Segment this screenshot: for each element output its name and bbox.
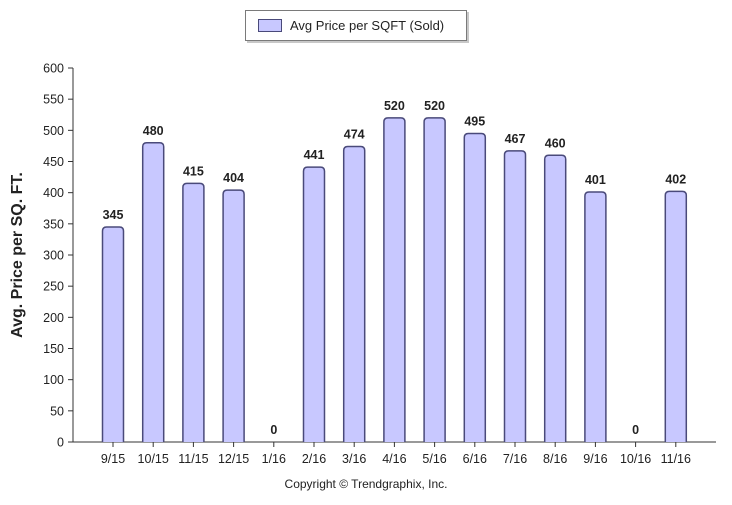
bar (664, 190, 688, 442)
x-tick-label: 10/16 (620, 452, 651, 466)
y-tick-label: 0 (57, 436, 64, 450)
bar-value-label: 520 (384, 99, 405, 113)
x-tick-label: 11/16 (661, 452, 691, 466)
x-tick-label: 7/16 (503, 452, 527, 466)
y-tick-label: 500 (43, 124, 64, 138)
bar-value-label: 520 (424, 99, 445, 113)
x-tick-label: 4/16 (382, 452, 406, 466)
bar (182, 182, 205, 442)
y-tick-label: 200 (43, 311, 64, 325)
bar (543, 154, 567, 442)
bar-value-label: 402 (665, 172, 686, 186)
y-tick-label: 350 (43, 217, 64, 231)
x-tick-label: 6/16 (463, 452, 487, 466)
legend: Avg Price per SQFT (Sold) (245, 10, 467, 41)
bar-value-label: 0 (632, 423, 639, 437)
x-tick-label: 10/15 (138, 452, 169, 466)
y-tick-label: 450 (43, 155, 64, 169)
legend-swatch (258, 19, 282, 32)
y-tick-label: 50 (50, 404, 64, 418)
bar-value-label: 474 (344, 128, 365, 142)
bar (463, 132, 487, 442)
y-tick-label: 150 (43, 342, 64, 356)
bar (584, 191, 607, 442)
bar (302, 166, 326, 442)
bar-value-label: 0 (270, 423, 277, 437)
bar-value-label: 345 (103, 208, 124, 222)
legend-label: Avg Price per SQFT (Sold) (290, 18, 445, 33)
bar (222, 189, 245, 442)
bar-value-label: 441 (304, 148, 325, 162)
y-tick-label: 100 (43, 373, 64, 387)
bars (101, 117, 688, 442)
x-tick-label: 9/15 (101, 452, 125, 466)
bar-value-label: 480 (143, 124, 164, 138)
y-axis-label: Avg. Price per SQ. FT. (9, 172, 26, 338)
bar (342, 145, 366, 442)
y-tick-label: 550 (43, 93, 64, 107)
x-tick-label: 9/16 (583, 452, 607, 466)
bar (423, 117, 446, 442)
copyright-text: Copyright © Trendgraphix, Inc. (284, 477, 448, 491)
x-tick-label: 12/15 (218, 452, 249, 466)
x-tick-label: 2/16 (302, 452, 326, 466)
x-tick-label: 5/16 (422, 452, 446, 466)
bar (383, 117, 406, 442)
value-labels: 345 480 415 404 0 441 474 520 520 495 467 460 401 0 40… (103, 99, 687, 437)
bar-value-label: 415 (183, 164, 204, 178)
bar (503, 150, 527, 442)
y-axis: 0 50 100 150 200 250 300 350 400 450 500 550 600 (43, 62, 74, 450)
y-tick-label: 250 (43, 280, 64, 294)
y-tick-label: 300 (43, 249, 64, 263)
bar-value-label: 460 (545, 136, 566, 150)
y-tick-label: 400 (43, 186, 64, 200)
bar (141, 142, 165, 442)
x-tick-label: 1/16 (262, 452, 286, 466)
bar-value-label: 495 (464, 114, 485, 128)
x-tick-label: 3/16 (342, 452, 366, 466)
y-tick-label: 600 (43, 62, 64, 76)
bar-value-label: 404 (223, 171, 244, 185)
x-axis: 9/15 10/15 11/15 12/15 1/16 2/16 3/16 4/16 5/16 6… (73, 441, 716, 466)
bar (101, 226, 125, 442)
x-tick-label: 11/15 (178, 452, 208, 466)
bar-value-label: 467 (505, 132, 526, 146)
bar-value-label: 401 (585, 173, 606, 187)
x-tick-label: 8/16 (543, 452, 567, 466)
